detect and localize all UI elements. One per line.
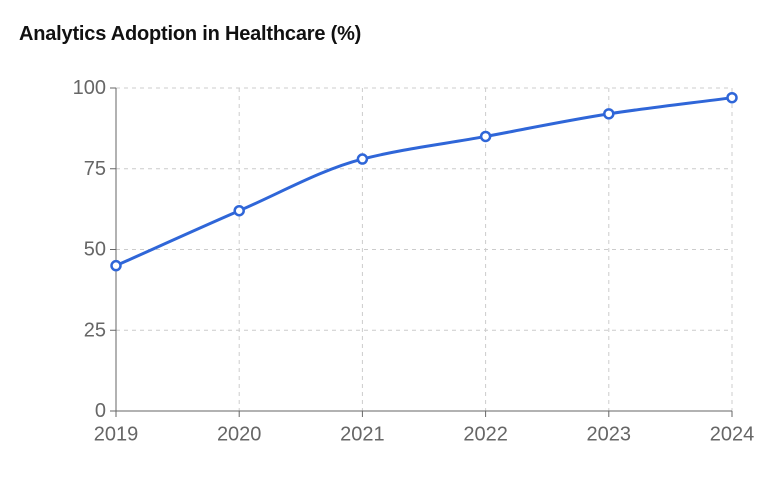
series — [110, 91, 738, 272]
y-tick-label: 75 — [84, 158, 106, 180]
data-point-2024[interactable] — [726, 91, 738, 104]
data-point-2020[interactable] — [233, 204, 245, 217]
x-tick-label: 2023 — [587, 423, 632, 445]
y-tick-label: 0 — [95, 400, 106, 422]
data-point-2019[interactable] — [110, 259, 122, 272]
y-tick-label: 25 — [84, 319, 106, 341]
x-tick-label: 2019 — [94, 423, 139, 445]
x-tick-label: 2021 — [340, 423, 385, 445]
data-point-2023[interactable] — [603, 108, 615, 120]
data-point-2021[interactable] — [356, 153, 369, 165]
y-tick-label: 100 — [73, 77, 106, 99]
chart-title: Analytics Adoption in Healthcare (%) — [19, 23, 362, 45]
series-line — [114, 96, 734, 268]
x-tick-label: 2020 — [217, 423, 262, 445]
y-tick-label: 50 — [84, 239, 106, 261]
axes — [110, 87, 733, 417]
tick-labels: 0 25 50 75 100 2019 2020 2021 2022 2023 2024 — [73, 77, 755, 445]
x-tick-label: 2022 — [463, 423, 508, 445]
x-tick-label: 2024 — [710, 423, 755, 445]
data-point-2022[interactable] — [479, 130, 492, 143]
gridlines — [116, 87, 733, 411]
